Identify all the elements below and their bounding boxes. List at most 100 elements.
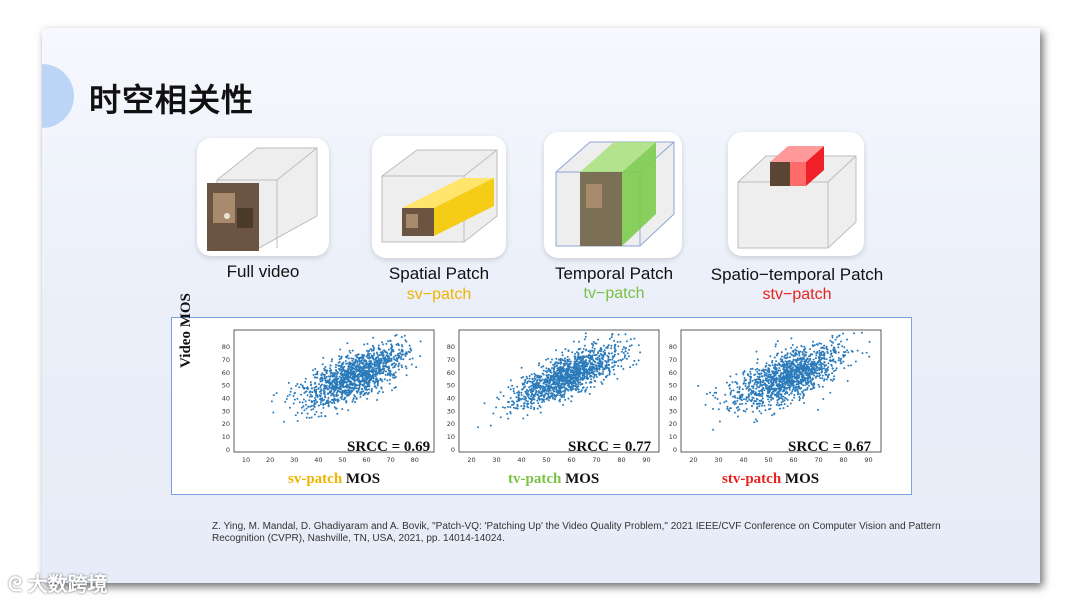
scatter-point [532, 402, 535, 404]
scatter-point [336, 400, 339, 403]
scatter-point [569, 368, 572, 371]
scatter-point [324, 379, 327, 382]
scatter-point [517, 393, 520, 396]
scatter-point [342, 390, 345, 393]
scatter-point [723, 401, 726, 404]
scatter-point [504, 406, 506, 409]
scatter-point [790, 378, 793, 380]
scatter-point [375, 371, 378, 373]
scatter-point [555, 380, 558, 383]
scatter-point [520, 376, 523, 379]
scatter-point [760, 381, 763, 383]
scatter-point [526, 394, 529, 397]
scatter-point [352, 357, 355, 360]
scatter-point [560, 384, 563, 387]
scatter-point [767, 374, 770, 376]
scatter-point [323, 367, 326, 370]
scatter-point [806, 361, 809, 364]
scatter-point [325, 384, 328, 387]
scatter-point [569, 371, 572, 373]
scatter-point [782, 407, 785, 410]
scatter-point [368, 391, 370, 394]
scatter-point [806, 357, 809, 360]
scatter-point [749, 370, 752, 373]
scatter-point [758, 375, 761, 378]
scatter-point [310, 404, 313, 407]
scatter-point [567, 389, 570, 392]
scatter-point [784, 348, 787, 351]
scatter-point [813, 344, 816, 347]
scatter-point [346, 342, 349, 345]
scatter-point [590, 375, 593, 378]
scatter-point [354, 401, 357, 404]
scatter-point [312, 369, 314, 372]
scatter-point [786, 352, 789, 355]
scatter-point [579, 368, 582, 370]
scatter-point [518, 391, 520, 394]
scatter-point [319, 398, 321, 401]
scatter-point [585, 388, 588, 391]
scatter-point [831, 379, 834, 382]
scatter-point [339, 372, 342, 375]
scatter-point [371, 366, 374, 369]
scatter-point [761, 397, 764, 400]
scatter-point [564, 363, 567, 366]
scatter-point [376, 399, 379, 401]
scatter-point [377, 392, 379, 395]
scatter-point [590, 342, 593, 345]
scatter-point [575, 368, 578, 370]
scatter-point [362, 394, 365, 397]
scatter-point [536, 407, 539, 410]
scatter-point [528, 386, 531, 389]
scatter-point [807, 370, 810, 373]
scatter-point [637, 359, 640, 362]
scatter-point [787, 360, 790, 363]
scatter-point [784, 369, 787, 372]
scatter-point [533, 398, 536, 401]
scatter-point [780, 372, 783, 375]
scatter-point [611, 355, 614, 358]
x-tick-label: 40 [314, 456, 322, 464]
scatter-point [526, 389, 528, 391]
scatter-point [732, 401, 735, 404]
scatter-point [569, 362, 572, 365]
scatter-point [825, 358, 828, 361]
scatter-point [749, 381, 752, 384]
scatter-point [385, 370, 387, 373]
scatter-point [823, 352, 826, 355]
scatter-point [337, 361, 340, 364]
scatter-point [524, 379, 527, 382]
scatter-point [272, 394, 275, 397]
scatter-point [555, 349, 558, 352]
scatter-point [758, 399, 761, 402]
scatter-point [387, 355, 390, 357]
scatter-point [589, 351, 592, 354]
scatter-point [829, 350, 832, 352]
scatter-point [616, 377, 619, 380]
scatter-point [758, 372, 761, 375]
scatter-point [799, 350, 802, 353]
scatter-point [371, 371, 374, 374]
scatter-point [369, 360, 372, 363]
scatter-point [539, 388, 542, 390]
scatter-point [396, 353, 399, 356]
scatter-point [525, 399, 528, 402]
scatter-point [818, 385, 821, 388]
scatter-point [842, 355, 845, 358]
scatter-point [782, 372, 785, 375]
scatter-point [749, 372, 752, 375]
scatter-point [598, 357, 601, 360]
scatter-point [805, 377, 808, 380]
scatter-point [356, 354, 358, 356]
scatter-point [775, 354, 778, 357]
scatter-point [738, 388, 741, 390]
scatter-point [842, 332, 844, 335]
scatter-point [535, 386, 538, 389]
watermark-logo: ᘓ 大数跨境 [8, 568, 108, 597]
scatter-point [724, 393, 727, 396]
scatter-point [816, 369, 819, 372]
scatter-point [546, 374, 549, 377]
scatter-point [585, 377, 588, 379]
scatter-point [805, 364, 808, 367]
